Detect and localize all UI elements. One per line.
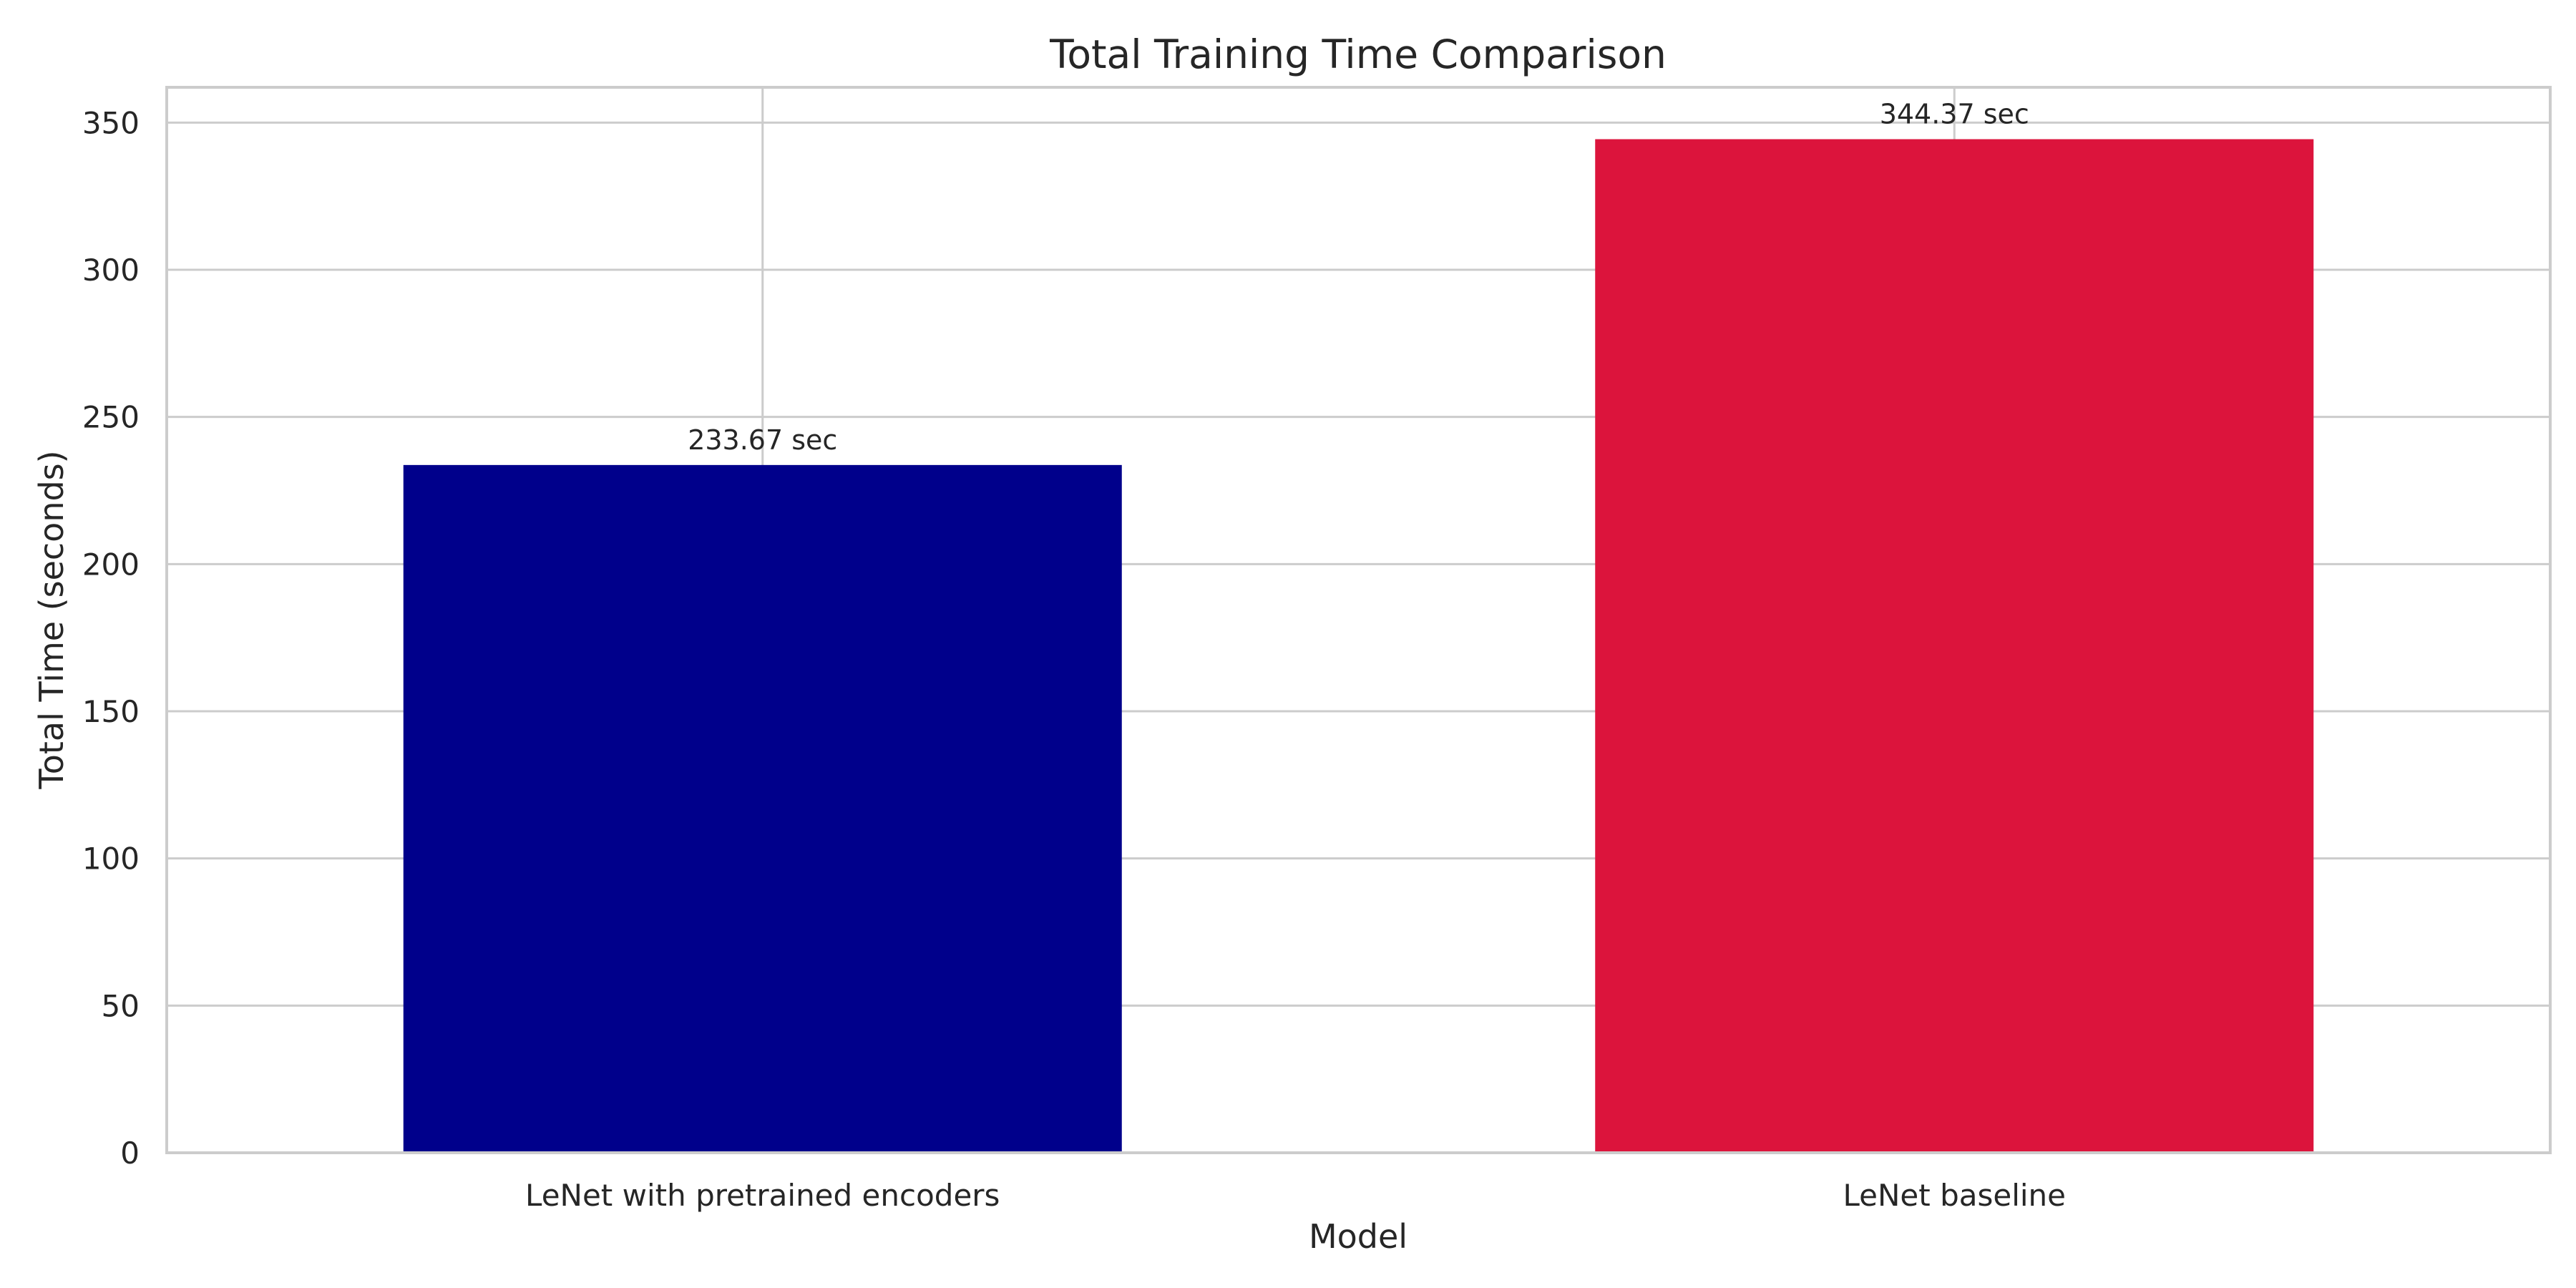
x-tick-label: LeNet baseline: [1843, 1178, 2067, 1213]
bar-data-label: 233.67 sec: [688, 424, 837, 456]
y-tick-label: 250: [82, 400, 140, 435]
plot-frame: [165, 86, 2552, 1154]
x-tick-label: LeNet with pretrained encoders: [525, 1178, 1000, 1213]
data-labels: 233.67 sec 344.37 sec: [688, 99, 2029, 456]
y-tick-label: 350: [82, 105, 140, 140]
y-tick-label: 0: [120, 1136, 140, 1171]
bar: [403, 464, 1122, 1153]
axis-ticks: 0 50 100 150 200 250 300 350 LeNet with pretrain…: [82, 105, 2066, 1213]
y-tick-label: 100: [82, 841, 140, 877]
bar-data-label: 344.37 sec: [1880, 99, 2029, 130]
y-tick-label: 150: [82, 694, 140, 729]
y-tick-label: 200: [82, 547, 140, 582]
y-tick-label: 50: [102, 988, 140, 1023]
chart-title: Total Training Time Comparison: [1049, 31, 1667, 77]
bar: [1595, 139, 2314, 1153]
y-tick-label: 300: [82, 253, 140, 288]
x-axis-label: Model: [1309, 1217, 1407, 1256]
y-axis-label: Total Time (seconds): [32, 450, 71, 789]
bars: [403, 139, 2314, 1153]
